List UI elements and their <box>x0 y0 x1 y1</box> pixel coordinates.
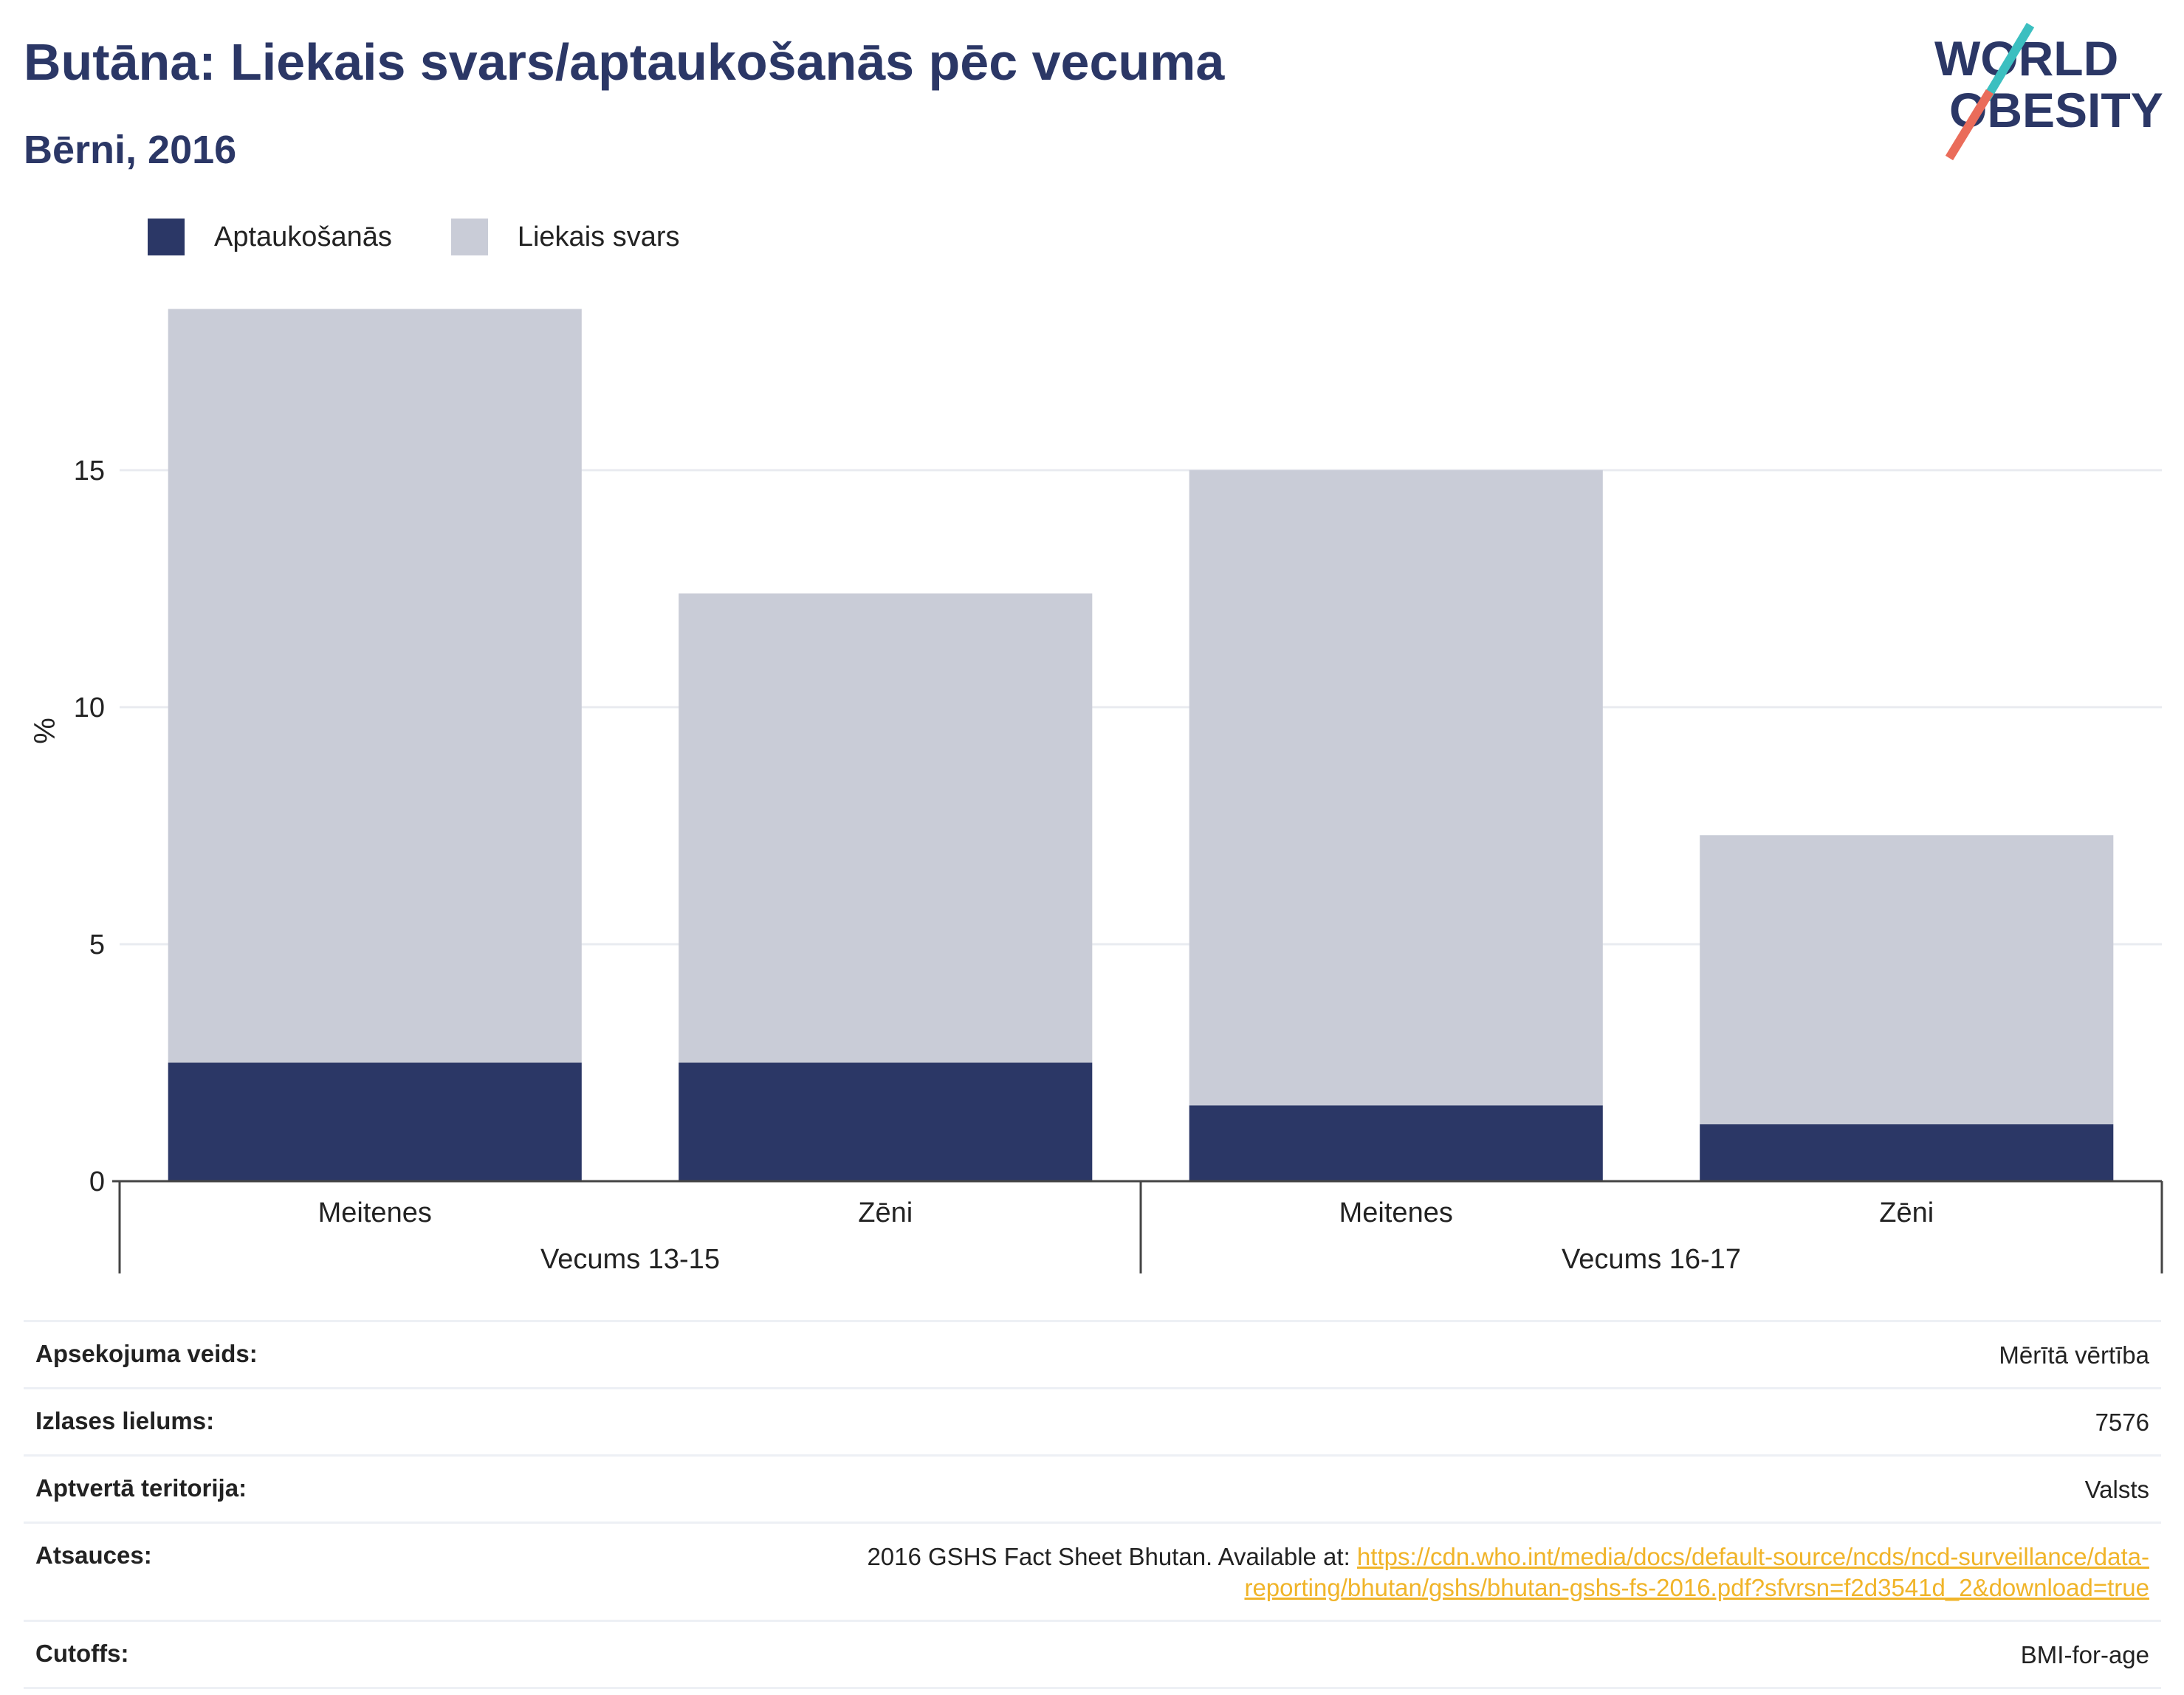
info-value: 7576 <box>2095 1409 2149 1436</box>
legend-label-overweight: Liekais svars <box>517 221 680 252</box>
x-tick-label: Meitenes <box>1339 1197 1453 1228</box>
legend-item-overweight[interactable]: Liekais svars <box>450 219 680 255</box>
legend-swatch-obesity <box>148 219 185 255</box>
chart-title: Butāna: Liekais svars/aptaukošanās pēc v… <box>24 33 1225 91</box>
reference-link[interactable]: https://cdn.who.int/media/docs/default-s… <box>1244 1543 2149 1601</box>
info-row-cutoffs: Cutoffs: BMI-for-age <box>24 1620 2161 1689</box>
chart-subtitle: Bērni, 2016 <box>24 128 237 172</box>
info-label: Atsauces: <box>35 1541 152 1569</box>
bar-obesity <box>679 1062 1093 1181</box>
bar-overweight <box>1700 835 2114 1124</box>
y-axis-title: % <box>29 718 61 744</box>
info-value: Valsts <box>2084 1476 2149 1503</box>
info-value-reference: 2016 GSHS Fact Sheet Bhutan. Available a… <box>746 1541 2149 1603</box>
info-row-coverage: Aptvertā teritorija: Valsts <box>24 1454 2161 1522</box>
bar-obesity <box>1700 1124 2114 1181</box>
info-label: Cutoffs: <box>35 1640 129 1667</box>
legend-item-obesity[interactable]: Aptaukošanās <box>148 219 392 255</box>
info-row-references: Atsauces: 2016 GSHS Fact Sheet Bhutan. A… <box>24 1522 2161 1620</box>
world-obesity-logo: WORLD OBESITY <box>1934 22 2163 161</box>
info-row-survey-type: Apsekojuma veids: Mērītā vērtība <box>24 1320 2161 1387</box>
bar-overweight <box>679 593 1093 1063</box>
info-label: Apsekojuma veids: <box>35 1340 258 1367</box>
x-tick-label: Zēni <box>1879 1197 1934 1228</box>
y-tick-label: 15 <box>74 455 105 487</box>
bar-overweight <box>168 309 582 1063</box>
group-label: Vecums 16-17 <box>1562 1244 1741 1275</box>
info-table: Apsekojuma veids: Mērītā vērtība Izlases… <box>24 1320 2161 1689</box>
x-tick-label: Zēni <box>858 1197 913 1228</box>
info-value: BMI-for-age <box>2020 1641 2149 1668</box>
bar-obesity <box>168 1062 582 1181</box>
info-value: Mērītā vērtība <box>1999 1341 2149 1369</box>
info-label: Izlases lielums: <box>35 1407 215 1434</box>
bar-overweight <box>1189 470 1603 1106</box>
reference-text: 2016 GSHS Fact Sheet Bhutan. Available a… <box>867 1543 1357 1570</box>
y-tick-label: 10 <box>74 692 105 723</box>
group-label: Vecums 13-15 <box>540 1244 720 1275</box>
legend-label-obesity: Aptaukošanās <box>214 221 392 252</box>
chart-legend: Aptaukošanās Liekais svars <box>148 219 738 255</box>
stacked-bar-chart: 0 5 10 15% Meitenes Zēni Meitenes Zēni Vecums 13… <box>29 309 2163 1275</box>
info-row-sample-size: Izlases lielums: 7576 <box>24 1387 2161 1454</box>
y-tick-label: 5 <box>89 929 105 960</box>
x-tick-label: Meitenes <box>318 1197 432 1228</box>
info-label: Aptvertā teritorija: <box>35 1474 247 1502</box>
y-tick-label: 0 <box>89 1166 105 1197</box>
bar-obesity <box>1189 1105 1603 1181</box>
legend-swatch-overweight <box>450 219 488 255</box>
